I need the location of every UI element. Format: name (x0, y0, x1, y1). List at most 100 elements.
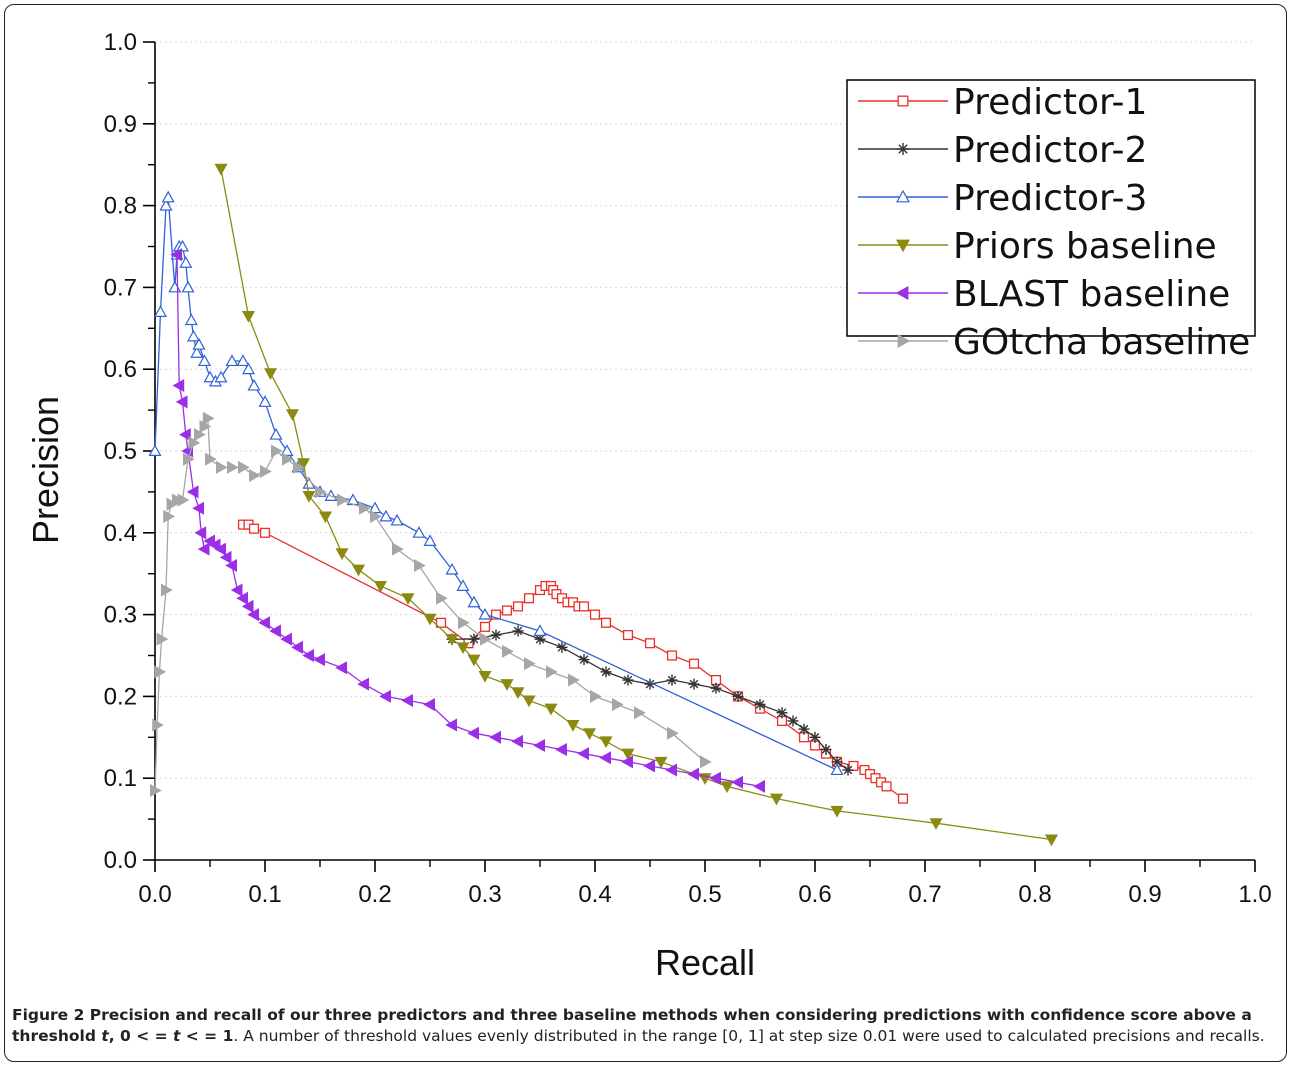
data-point (589, 689, 602, 703)
data-point (435, 617, 447, 628)
data-point (787, 715, 799, 727)
data-point (445, 634, 459, 646)
legend-entry-blast-baseline: BLAST baseline (858, 274, 1230, 315)
data-point (643, 759, 656, 773)
data-point (687, 767, 700, 781)
legend-swatch-marker (895, 239, 911, 253)
data-point (238, 460, 250, 474)
data-point (599, 751, 612, 765)
data-point (337, 493, 349, 507)
data-point (175, 395, 188, 409)
star-stroke (755, 700, 765, 709)
data-point (720, 781, 734, 794)
legend-label: Predictor-3 (953, 178, 1147, 219)
data-point (830, 763, 844, 776)
series-predictor-3 (148, 190, 844, 776)
legend-label: GOtcha baseline (953, 322, 1250, 363)
data-point (699, 755, 712, 769)
star-stroke (645, 679, 655, 689)
data-point (236, 354, 250, 367)
data-point (622, 674, 634, 686)
data-point (544, 703, 558, 716)
data-point (291, 640, 303, 654)
star-stroke (810, 732, 820, 742)
star-stroke (788, 716, 798, 726)
series-predictor-2 (446, 625, 854, 776)
data-point (236, 591, 248, 605)
data-point (302, 648, 314, 663)
legend-swatch-marker (897, 333, 911, 349)
y-axis-label: Precision (25, 396, 66, 544)
data-point (225, 354, 239, 367)
data-point (258, 616, 270, 630)
data-point (456, 642, 470, 655)
data-point (467, 654, 481, 667)
data-point (318, 511, 333, 524)
data-point (247, 378, 261, 391)
data-point (480, 632, 492, 646)
data-point (357, 677, 369, 691)
data-point (302, 490, 316, 503)
legend: Predictor-1 Predictor-2 Predictor-3 Priors … (846, 79, 1256, 363)
y-tick-label: 0.3 (104, 602, 137, 629)
data-point (479, 621, 491, 632)
data-point (225, 559, 237, 573)
data-point (152, 718, 164, 732)
data-point (296, 458, 311, 471)
data-point (710, 682, 722, 694)
data-point (545, 665, 558, 679)
data-point (313, 653, 325, 667)
star-stroke (733, 692, 743, 701)
data-point (161, 583, 173, 597)
caption-body-text: . A number of threshold values evenly di… (233, 1027, 1265, 1045)
data-point (820, 744, 832, 756)
data-point (161, 190, 175, 203)
legend-swatch-marker (895, 285, 909, 301)
x-tick-label: 0.3 (468, 881, 501, 908)
data-point (666, 650, 678, 661)
legend-label: BLAST baseline (953, 274, 1230, 315)
data-point (163, 509, 175, 523)
x-tick-label: 0.7 (908, 881, 941, 908)
data-point (203, 370, 217, 383)
data-point (186, 485, 199, 499)
data-point (798, 723, 810, 735)
data-point (390, 513, 404, 526)
data-point (848, 760, 859, 771)
data-point (512, 601, 524, 612)
data-point (370, 509, 382, 523)
data-point (170, 248, 182, 262)
data-point (523, 593, 535, 604)
data-point (666, 674, 678, 686)
caption-threshold-symbol-2: t (172, 1027, 181, 1045)
caption-bold-range-end: < = 1 (180, 1027, 234, 1045)
data-point (401, 693, 413, 708)
data-point (179, 428, 191, 442)
data-point (179, 256, 193, 268)
data-point (842, 764, 854, 776)
legend-swatch-marker (897, 143, 909, 155)
data-point (621, 755, 634, 769)
data-point (190, 346, 204, 358)
data-point (197, 542, 210, 556)
data-point (533, 624, 547, 636)
legend-entry-predictor-3: Predictor-3 (858, 178, 1147, 219)
legend-entry-predictor-2: Predictor-2 (858, 130, 1147, 171)
star-stroke (711, 683, 721, 693)
data-point (392, 542, 404, 556)
data-point (249, 469, 261, 483)
data-point (168, 280, 182, 293)
data-point (600, 666, 612, 678)
data-point (478, 607, 492, 620)
data-point (214, 542, 226, 556)
y-tick-label: 0.9 (104, 111, 137, 138)
data-point (183, 452, 195, 466)
data-point (269, 427, 283, 440)
data-point (830, 805, 844, 818)
data-point (379, 689, 391, 703)
series-blast-baseline (170, 248, 766, 793)
data-point (600, 617, 612, 628)
data-point (423, 613, 437, 626)
data-point (478, 670, 492, 683)
star-stroke (821, 745, 831, 754)
